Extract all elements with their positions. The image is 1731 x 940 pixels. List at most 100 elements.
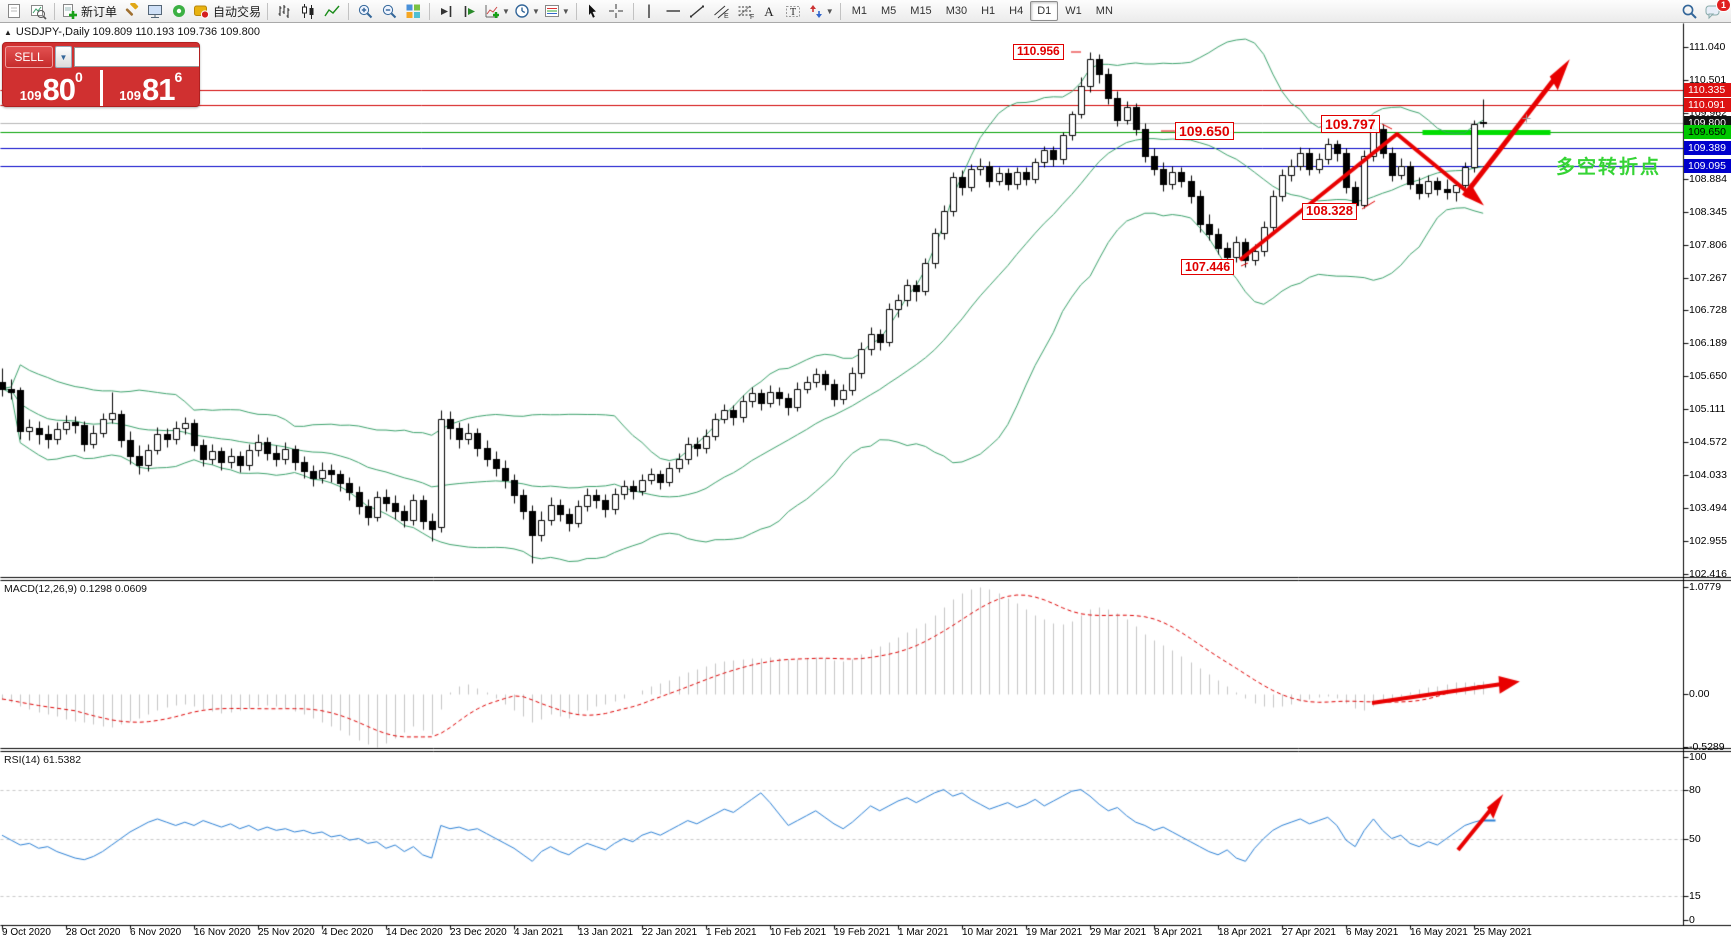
price-axis-tick: 106.728 [1689,304,1727,317]
price-annotation-label[interactable]: 109.650 [1175,122,1234,141]
chart-canvas[interactable] [0,23,1731,940]
text-label-icon[interactable]: T [782,2,806,21]
arrows-icon[interactable]: ▼ [806,2,836,21]
timeframe-m1-button[interactable]: M1 [851,5,867,17]
timeframe-w1-button[interactable]: W1 [1065,5,1082,17]
date-axis-label: 19 Feb 2021 [834,927,891,938]
notification-badge: 1 [1715,0,1731,12]
trade-panel-toggle-icon[interactable]: ▲ [4,28,12,37]
price-axis-tick: 104.572 [1689,436,1727,449]
date-axis-label: 28 Oct 2020 [66,927,121,938]
date-axis-label: 10 Mar 2021 [962,927,1019,938]
zoom-in-icon[interactable] [353,2,377,21]
autotrading-button[interactable]: 自动交易 [191,2,263,21]
toolbar-separator [54,2,55,20]
price-level-badge: 110.091 [1684,97,1731,112]
window-icon[interactable] [2,2,26,21]
chart-window-icon[interactable] [26,2,50,21]
date-axis-label: 1 Feb 2021 [706,927,757,938]
timeframe-h4-button[interactable]: H4 [1009,5,1024,17]
chart-region[interactable]: ▲ USDJPY-,Daily 109.809 110.193 109.736 1… [0,23,1731,940]
signals-icon[interactable] [167,2,191,21]
bar-chart-icon[interactable] [272,2,296,21]
sell-price[interactable]: 109 80 0 [19,69,83,107]
date-axis-label: 14 Dec 2020 [386,927,443,938]
date-axis-label: 27 Apr 2021 [1282,927,1336,938]
rsi-axis-tick: 80 [1689,783,1701,796]
periods-icon-caret[interactable]: ▼ [531,6,540,16]
svg-text:F: F [750,14,754,20]
arrows-icon-caret[interactable]: ▼ [825,6,834,16]
text-icon[interactable]: A [758,2,782,21]
timeframe-d1-button[interactable]: D1 [1030,1,1059,21]
sell-button[interactable]: SELL [5,46,53,68]
templates-icon-caret[interactable]: ▼ [561,6,570,16]
date-axis-label: 18 Apr 2021 [1218,927,1272,938]
date-axis-label: 23 Dec 2020 [450,927,507,938]
market-watch-icon[interactable] [143,2,167,21]
price-divider [99,70,103,106]
date-axis-label: 6 Nov 2020 [130,927,182,938]
autotrading-button-label: 自动交易 [213,4,262,19]
price-annotation-label[interactable]: 108.328 [1302,203,1357,220]
fibonacci-icon[interactable]: F [734,2,758,21]
tools-icon[interactable] [119,2,143,21]
date-axis-label: 8 Apr 2021 [1154,927,1203,938]
horizontal-line-icon[interactable] [662,2,686,21]
price-annotation-label[interactable]: 110.956 [1013,44,1064,60]
rsi-axis-tick: 50 [1689,832,1701,845]
shift-chart-icon[interactable] [434,2,458,21]
toolbar-separator [839,2,841,20]
timeframe-mn-button[interactable]: MN [1095,5,1113,17]
buy-price[interactable]: 109 81 6 [119,69,183,107]
volume-down-button[interactable]: ▼ [55,46,72,68]
price-level-badge: 109.389 [1684,140,1731,155]
trendline-icon[interactable] [686,2,710,21]
toolbar-separator [429,2,431,20]
price-annotation-label[interactable]: 107.446 [1181,259,1235,276]
equidistant-channel-icon[interactable]: E [710,2,734,21]
price-axis-tick: 107.267 [1689,271,1727,284]
chat-icon[interactable]: 1 [1701,0,1731,21]
rsi-axis-tick: 100 [1689,751,1707,763]
timeframe-h1-button[interactable]: H1 [981,5,996,17]
volume-input[interactable] [74,47,199,67]
timeframe-m5-button[interactable]: M5 [881,5,897,17]
toolbar-separator [575,2,577,20]
new-order-button[interactable]: 新订单 [59,2,119,21]
add-indicator-icon[interactable]: ▼ [482,2,512,21]
periods-icon[interactable]: ▼ [512,2,542,21]
price-axis-tick: 111.040 [1689,41,1726,53]
date-axis-label: 19 Mar 2021 [1026,927,1083,938]
templates-icon[interactable]: ▼ [542,2,572,21]
toolbar-separator [267,2,269,20]
price-axis-tick: 105.111 [1689,403,1726,416]
candlestick-chart-icon[interactable] [296,2,320,21]
price-axis-tick: 103.494 [1689,502,1727,515]
price-level-badge: 109.095 [1684,158,1731,173]
price-axis-tick: 102.955 [1689,534,1727,547]
price-annotation-label[interactable]: 109.797 [1321,115,1380,134]
vertical-line-icon[interactable] [638,2,662,21]
new-order-button-label: 新订单 [81,4,118,19]
auto-scroll-icon[interactable] [458,2,482,21]
zoom-out-icon[interactable] [377,2,401,21]
search-icon[interactable] [1677,2,1701,21]
date-axis-label: 10 Feb 2021 [770,927,827,938]
add-indicator-icon-caret[interactable]: ▼ [502,6,510,16]
date-axis-label: 29 Mar 2021 [1090,927,1147,938]
timeframe-m15-button[interactable]: M15 [910,5,932,17]
line-chart-icon[interactable] [320,2,344,21]
toolbar-separator [632,2,634,20]
price-axis-tick: 102.416 [1689,567,1727,580]
price-axis-tick: 104.033 [1689,469,1727,482]
cursor-icon[interactable] [581,2,605,21]
date-axis-label: 6 May 2021 [1346,927,1399,938]
timeframe-m30-button[interactable]: M30 [945,5,968,17]
crosshair-icon[interactable] [605,2,629,21]
tile-windows-icon[interactable] [401,2,425,21]
svg-text:A: A [765,4,775,19]
rsi-axis-tick: 0 [1689,914,1695,926]
date-axis-label: 9 Oct 2020 [2,927,51,938]
